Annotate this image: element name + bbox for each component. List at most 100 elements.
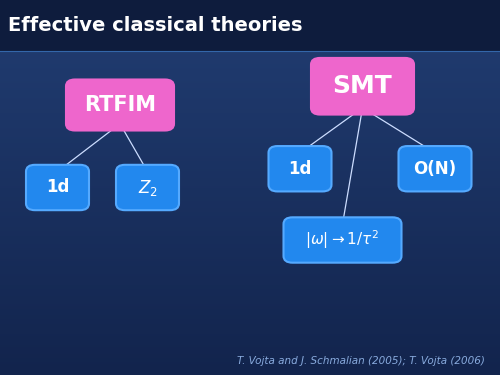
Bar bbox=[0, 360, 500, 362]
Bar bbox=[0, 351, 500, 352]
Bar bbox=[0, 309, 500, 311]
Bar bbox=[0, 266, 500, 268]
Bar bbox=[0, 262, 500, 264]
Bar bbox=[0, 156, 500, 158]
Text: 1d: 1d bbox=[46, 178, 69, 196]
Bar bbox=[0, 167, 500, 169]
Bar bbox=[0, 289, 500, 291]
Bar bbox=[0, 24, 500, 26]
Bar bbox=[0, 231, 500, 232]
Bar bbox=[0, 92, 500, 94]
Bar bbox=[0, 178, 500, 180]
Bar bbox=[0, 244, 500, 246]
Bar bbox=[0, 75, 500, 77]
Bar bbox=[0, 281, 500, 283]
Bar bbox=[0, 369, 500, 371]
Bar bbox=[0, 308, 500, 309]
Bar bbox=[0, 362, 500, 364]
Bar bbox=[0, 336, 500, 338]
Bar bbox=[0, 154, 500, 156]
Bar bbox=[0, 298, 500, 300]
Bar bbox=[0, 124, 500, 126]
Bar bbox=[0, 347, 500, 349]
FancyBboxPatch shape bbox=[268, 146, 332, 191]
Bar bbox=[0, 99, 500, 101]
Bar bbox=[0, 210, 500, 212]
Bar bbox=[0, 144, 500, 146]
Bar bbox=[0, 217, 500, 219]
Bar bbox=[0, 225, 500, 227]
Bar bbox=[0, 223, 500, 225]
FancyBboxPatch shape bbox=[311, 58, 414, 115]
Bar bbox=[0, 101, 500, 103]
Bar bbox=[0, 197, 500, 199]
Bar bbox=[0, 114, 500, 116]
Bar bbox=[0, 90, 500, 92]
Bar bbox=[0, 189, 500, 191]
FancyBboxPatch shape bbox=[398, 146, 471, 191]
Bar bbox=[0, 163, 500, 165]
Bar bbox=[0, 159, 500, 161]
FancyBboxPatch shape bbox=[284, 217, 402, 262]
Bar bbox=[0, 4, 500, 6]
Bar bbox=[0, 98, 500, 99]
Bar bbox=[0, 322, 500, 324]
Bar bbox=[0, 58, 500, 60]
Bar bbox=[0, 317, 500, 319]
Bar bbox=[0, 300, 500, 302]
Bar bbox=[0, 11, 500, 13]
FancyBboxPatch shape bbox=[26, 165, 89, 210]
Bar bbox=[0, 354, 500, 356]
Bar bbox=[0, 296, 500, 298]
Bar bbox=[0, 82, 500, 84]
Bar bbox=[0, 88, 500, 90]
Bar bbox=[0, 371, 500, 373]
Bar bbox=[0, 195, 500, 197]
FancyBboxPatch shape bbox=[66, 80, 174, 130]
Bar bbox=[0, 227, 500, 229]
Bar bbox=[0, 202, 500, 204]
Bar bbox=[0, 259, 500, 261]
Bar bbox=[0, 126, 500, 128]
Bar bbox=[0, 19, 500, 21]
Bar bbox=[0, 330, 500, 332]
Bar bbox=[0, 319, 500, 321]
Bar bbox=[0, 180, 500, 182]
Bar bbox=[0, 321, 500, 322]
Bar bbox=[0, 343, 500, 345]
Bar bbox=[0, 112, 500, 114]
Text: $Z_2$: $Z_2$ bbox=[138, 177, 158, 198]
Bar bbox=[0, 71, 500, 73]
Bar bbox=[0, 2, 500, 4]
Bar bbox=[0, 221, 500, 223]
Bar bbox=[0, 26, 500, 28]
Bar bbox=[0, 264, 500, 266]
Bar bbox=[0, 214, 500, 216]
Text: SMT: SMT bbox=[332, 74, 392, 98]
Bar bbox=[0, 279, 500, 281]
Bar bbox=[0, 135, 500, 137]
Bar bbox=[0, 45, 500, 47]
Bar bbox=[0, 345, 500, 347]
Text: O(N): O(N) bbox=[414, 160, 457, 178]
Bar bbox=[0, 184, 500, 186]
Bar bbox=[0, 53, 500, 54]
Bar bbox=[0, 105, 500, 107]
Bar bbox=[0, 6, 500, 8]
Bar bbox=[0, 169, 500, 171]
Bar bbox=[0, 32, 500, 34]
Bar bbox=[0, 366, 500, 368]
Bar bbox=[0, 313, 500, 315]
Bar bbox=[0, 68, 500, 69]
Bar bbox=[0, 251, 500, 253]
Bar bbox=[0, 248, 500, 249]
FancyBboxPatch shape bbox=[116, 165, 179, 210]
Bar bbox=[0, 276, 500, 278]
Bar bbox=[0, 116, 500, 118]
Bar bbox=[0, 118, 500, 120]
Bar bbox=[0, 240, 500, 242]
Bar bbox=[0, 356, 500, 358]
Bar bbox=[0, 255, 500, 257]
Bar bbox=[0, 188, 500, 189]
Bar bbox=[0, 129, 500, 131]
